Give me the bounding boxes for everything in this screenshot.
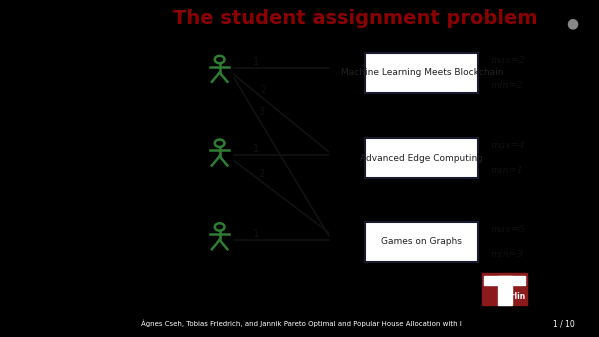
Text: Ágnes Cseh, Tobias Friedrich, and Jannik Pareto Optimal and Popular House Alloca: Ágnes Cseh, Tobias Friedrich, and Jannik… [141,320,462,327]
Text: 1: 1 [253,229,259,239]
Text: 1: 1 [253,144,259,154]
Bar [482,273,527,305]
FancyBboxPatch shape [365,222,479,262]
Text: max=2: max=2 [491,56,525,65]
Text: berlin: berlin [501,292,526,301]
Text: 2: 2 [260,85,267,95]
Text: min=3: min=3 [491,250,524,259]
Bar [498,276,512,305]
Text: 1: 1 [253,57,259,67]
Bar [485,276,525,285]
Text: max=4: max=4 [491,141,525,150]
Text: Advanced Edge Computing: Advanced Edge Computing [360,154,483,163]
Text: 1 / 10: 1 / 10 [553,319,575,328]
FancyBboxPatch shape [365,53,479,93]
Text: 3: 3 [258,106,264,117]
Text: Games on Graphs: Games on Graphs [382,237,462,246]
FancyBboxPatch shape [365,138,479,178]
Text: min=1: min=1 [491,166,524,175]
Text: 2: 2 [258,168,264,179]
Text: Machine Learning Meets Blockchain: Machine Learning Meets Blockchain [340,68,503,78]
Text: max=5: max=5 [491,225,525,234]
Text: min=2: min=2 [491,81,524,90]
Text: The student assignment problem: The student assignment problem [173,9,538,28]
Text: ●: ● [566,16,578,30]
